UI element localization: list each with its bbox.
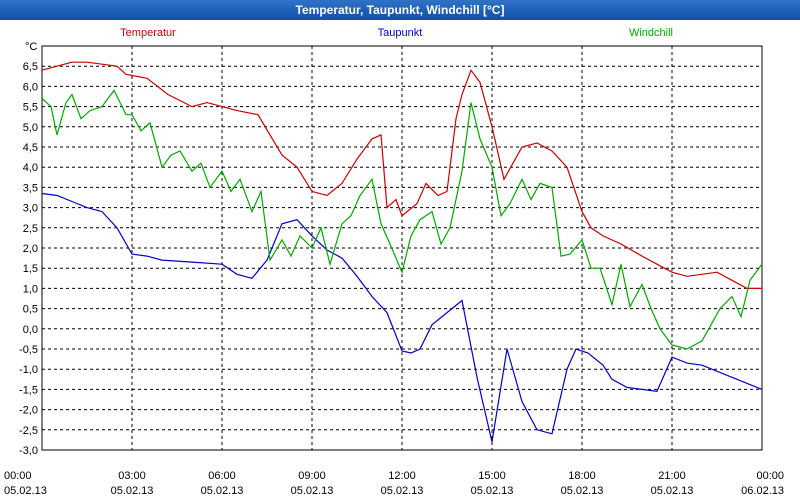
y-tick-label: 2,0 xyxy=(23,243,38,255)
x-tick-time: 06:00 xyxy=(208,470,236,482)
y-tick-label: 5,5 xyxy=(23,102,38,114)
y-tick-label: -2,5 xyxy=(19,425,38,437)
plot-frame xyxy=(41,45,763,451)
y-tick-label: -1,5 xyxy=(19,384,38,396)
x-tick-date: 05.02.13 xyxy=(561,485,604,497)
x-tick-time: 09:00 xyxy=(298,470,326,482)
y-tick-label: 0,5 xyxy=(23,304,38,316)
x-tick-date: 05.02.13 xyxy=(201,485,244,497)
y-tick-label: 5,0 xyxy=(23,122,38,134)
y-tick-label: -2,0 xyxy=(19,405,38,417)
y-tick-label: 1,5 xyxy=(23,263,38,275)
x-tick-time: 00:00 xyxy=(756,470,784,482)
y-tick-label: 3,0 xyxy=(23,203,38,215)
series-line-taupunkt xyxy=(41,192,763,443)
x-tick-time: 18:00 xyxy=(568,470,596,482)
y-tick-label: -3,0 xyxy=(19,445,38,457)
y-tick-label: 0,0 xyxy=(23,324,38,336)
y-tick-label: 6,5 xyxy=(23,61,38,73)
x-tick-date: 05.02.13 xyxy=(651,485,694,497)
y-tick-label: 4,5 xyxy=(23,142,38,154)
x-tick-time: 21:00 xyxy=(658,470,686,482)
legend-temperatur: Temperatur xyxy=(120,27,176,39)
y-tick-label: 6,0 xyxy=(23,81,38,93)
chart-canvas: 6,5 6,0 5,5 5,0 4,5 4,0 3,5 3,0 2,5 2,0 1,5 1,0 0,5 0… xyxy=(0,20,800,500)
chart-background xyxy=(0,20,800,500)
x-tick-date: 05.02.13 xyxy=(111,485,154,497)
y-tick-label: -1,0 xyxy=(19,364,38,376)
series-line-windchill xyxy=(41,89,763,350)
legend-windchill: Windchill xyxy=(629,27,673,39)
y-tick-label: 3,5 xyxy=(23,182,38,194)
x-tick-time: 00:00 xyxy=(4,470,32,482)
y-tick-label: 4,0 xyxy=(23,162,38,174)
y-unit-label: °C xyxy=(25,41,37,53)
y-tick-label: 2,5 xyxy=(23,223,38,235)
chart-title: Temperatur, Taupunkt, Windchill [°C] xyxy=(0,0,800,21)
y-tick-label: -0,5 xyxy=(19,344,38,356)
x-tick-date: 05.02.13 xyxy=(291,485,334,497)
legend-taupunkt: Taupunkt xyxy=(378,27,423,39)
series-line-temperatur xyxy=(41,61,762,289)
x-tick-time: 12:00 xyxy=(388,470,416,482)
x-tick-time: 15:00 xyxy=(478,470,506,482)
x-tick-date: 05.02.13 xyxy=(4,485,47,497)
x-tick-date: 06.02.13 xyxy=(741,485,784,497)
x-tick-time: 03:00 xyxy=(118,470,146,482)
x-tick-date: 05.02.13 xyxy=(381,485,424,497)
y-tick-label: 1,0 xyxy=(23,283,38,295)
x-tick-date: 05.02.13 xyxy=(471,485,514,497)
